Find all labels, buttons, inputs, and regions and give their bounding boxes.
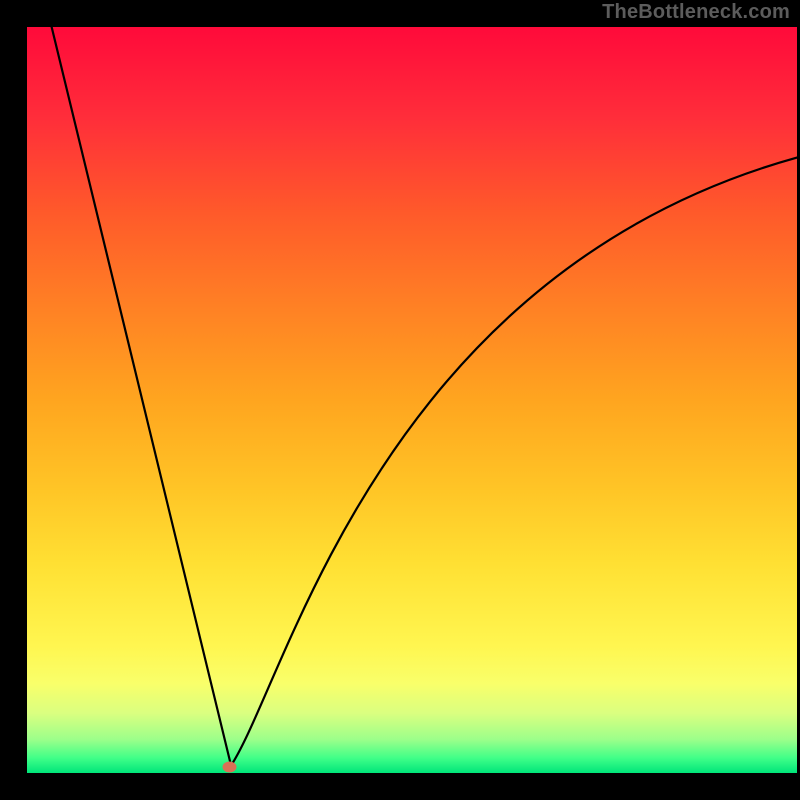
frame-border-left (0, 0, 27, 800)
chart-container: TheBottleneck.com (0, 0, 800, 800)
gradient-background (0, 0, 800, 800)
frame-border-bottom (0, 773, 800, 800)
watermark-text: TheBottleneck.com (602, 1, 790, 24)
